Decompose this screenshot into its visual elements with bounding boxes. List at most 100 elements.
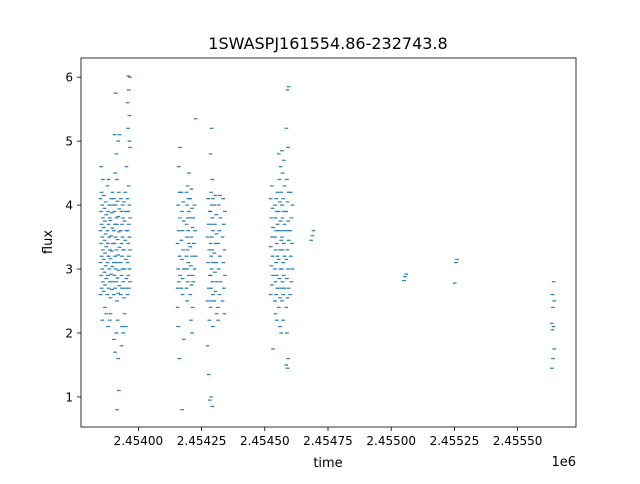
data-point [109, 255, 111, 257]
data-point [113, 204, 116, 206]
data-point [126, 255, 129, 257]
data-point [181, 230, 184, 232]
data-point [193, 217, 196, 219]
data-point [113, 236, 116, 238]
data-point [209, 127, 212, 129]
data-point [209, 204, 212, 206]
data-point [281, 332, 284, 334]
data-point [288, 230, 290, 232]
data-point [182, 409, 184, 411]
data-point [208, 261, 210, 264]
data-point [122, 297, 124, 299]
data-point [103, 265, 106, 267]
data-point [549, 322, 552, 325]
data-point [274, 236, 276, 238]
data-point [213, 194, 215, 197]
data-point [189, 210, 191, 213]
data-point [113, 274, 116, 277]
data-point [274, 293, 276, 296]
data-point [129, 281, 131, 283]
data-point [123, 281, 126, 283]
data-point [104, 258, 106, 261]
data-point [553, 300, 555, 302]
data-point [211, 191, 213, 193]
data-point [275, 230, 277, 232]
data-point [281, 210, 284, 213]
data-point [211, 268, 213, 270]
data-point [553, 357, 555, 360]
data-point [101, 242, 104, 245]
data-point [214, 194, 217, 197]
data-point [194, 242, 196, 245]
data-point [310, 235, 312, 237]
data-point [116, 292, 118, 294]
data-point [116, 268, 118, 270]
data-point [206, 261, 208, 264]
data-point [110, 249, 112, 251]
data-point [99, 166, 101, 168]
data-point [279, 287, 281, 289]
data-point [286, 230, 288, 232]
data-point [106, 185, 109, 187]
data-point [121, 274, 124, 277]
data-point [287, 357, 289, 360]
data-point [127, 268, 129, 270]
data-point [184, 220, 186, 222]
data-point [282, 150, 284, 152]
data-point [183, 268, 185, 270]
data-point [102, 268, 105, 270]
data-point [128, 102, 130, 104]
data-point [126, 274, 128, 277]
data-point [124, 239, 126, 241]
data-point [286, 220, 288, 222]
data-point [185, 204, 187, 206]
data-point [112, 281, 114, 283]
data-point [189, 284, 191, 286]
data-point [273, 226, 275, 229]
data-point [125, 230, 128, 232]
data-point [107, 223, 110, 225]
data-point [122, 325, 124, 328]
data-point [107, 261, 110, 264]
data-point [279, 297, 281, 299]
data-point [106, 277, 109, 280]
data-point [109, 288, 112, 291]
data-point [223, 198, 226, 200]
data-point [181, 220, 184, 222]
data-point [282, 268, 284, 270]
data-point [285, 367, 287, 369]
data-point [114, 332, 116, 334]
data-point [188, 198, 190, 200]
data-point [100, 204, 102, 206]
data-point [209, 396, 211, 398]
data-point [123, 204, 125, 206]
data-point [112, 210, 115, 213]
data-point [106, 265, 108, 267]
data-point [99, 255, 102, 257]
data-point [222, 261, 224, 264]
data-point [282, 204, 284, 206]
data-point [182, 249, 184, 251]
data-point [111, 235, 114, 237]
data-point [116, 254, 118, 256]
data-point [115, 153, 118, 155]
data-point [129, 185, 131, 187]
data-point [178, 204, 181, 206]
data-point [116, 332, 119, 334]
data-point [122, 332, 124, 334]
data-point [107, 287, 110, 289]
data-point [115, 332, 118, 334]
data-point [181, 258, 183, 261]
data-point [219, 230, 222, 232]
data-point [121, 198, 123, 200]
data-point [221, 287, 224, 289]
data-point [106, 287, 109, 289]
data-point [553, 306, 555, 309]
data-point [268, 198, 271, 200]
data-point [218, 204, 220, 206]
data-point [281, 204, 283, 206]
data-point [282, 185, 284, 187]
data-point [108, 268, 110, 270]
data-point [214, 271, 216, 273]
data-point [126, 261, 129, 264]
